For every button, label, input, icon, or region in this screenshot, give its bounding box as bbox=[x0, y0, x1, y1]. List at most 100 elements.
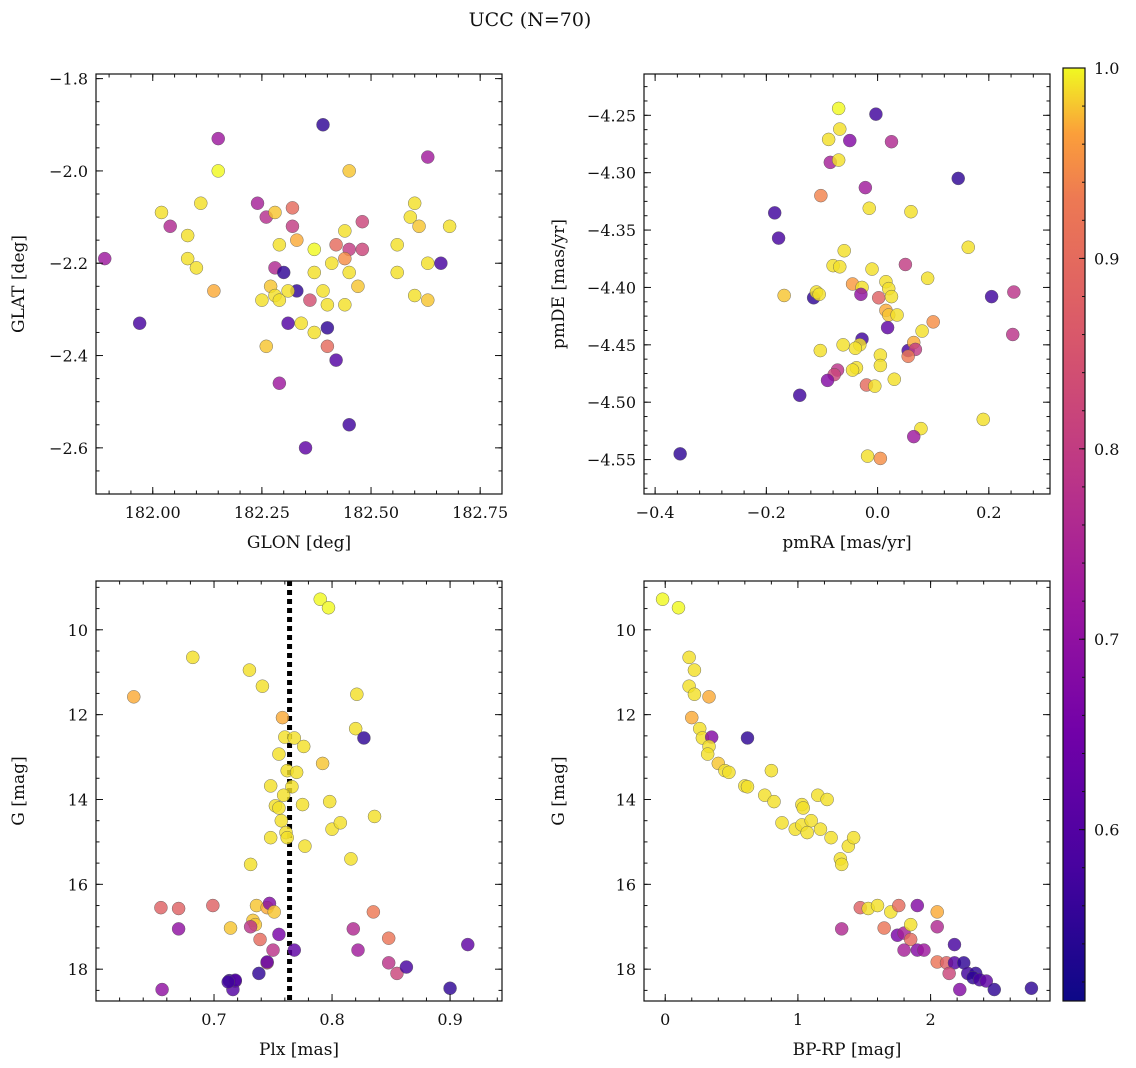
colorbar-tick-label: 0.8 bbox=[1094, 440, 1119, 459]
scatter-point bbox=[290, 233, 304, 247]
colorbar-tick-label: 0.6 bbox=[1094, 821, 1119, 840]
axes-frame bbox=[643, 73, 1051, 495]
scatter-point bbox=[260, 955, 274, 969]
scatter-point bbox=[901, 349, 915, 363]
scatter-point bbox=[421, 150, 435, 164]
scatter-point bbox=[854, 287, 868, 302]
x-tick-label: 0 bbox=[660, 1010, 670, 1029]
scatter-point bbox=[407, 196, 422, 210]
scatter-point bbox=[307, 265, 321, 280]
y-tick-label: −2.6 bbox=[49, 439, 88, 458]
y-axis-label: G [mag] bbox=[9, 756, 29, 825]
scatter-point bbox=[682, 650, 696, 665]
scatter-point bbox=[180, 228, 195, 243]
y-tick-label: 12 bbox=[68, 706, 88, 725]
scatter-point bbox=[272, 927, 286, 942]
scatter-point bbox=[1006, 327, 1020, 342]
y-tick-label: 14 bbox=[68, 790, 88, 809]
y-axis-label: pmDE [mas/yr] bbox=[549, 219, 569, 349]
scatter-point bbox=[775, 816, 789, 830]
scatter-point bbox=[295, 797, 310, 812]
scatter-point bbox=[263, 779, 278, 793]
scatter-point bbox=[298, 839, 312, 853]
scatter-point bbox=[252, 966, 266, 981]
scatter-point bbox=[333, 816, 348, 830]
scatter-point bbox=[421, 256, 435, 270]
scatter-point bbox=[221, 975, 235, 989]
scatter-point bbox=[242, 663, 257, 677]
scatter-point bbox=[154, 205, 169, 220]
scatter-point bbox=[390, 265, 404, 280]
scatter-point bbox=[316, 284, 330, 298]
scatter-point bbox=[442, 219, 457, 234]
scatter-point bbox=[281, 284, 295, 298]
x-tick-label: 182.50 bbox=[343, 503, 399, 522]
scatter-point bbox=[862, 201, 876, 215]
scatter-point bbox=[180, 251, 195, 266]
scatter-point bbox=[870, 898, 885, 913]
scatter-point bbox=[407, 288, 422, 303]
scatter-point bbox=[303, 293, 317, 307]
scatter-point bbox=[846, 830, 861, 845]
scatter-point bbox=[873, 358, 888, 373]
scatter-point bbox=[831, 101, 846, 116]
colorbar-frame bbox=[1062, 67, 1086, 1002]
scatter-point bbox=[207, 284, 221, 298]
scatter-point bbox=[813, 343, 828, 358]
scatter-point bbox=[320, 339, 335, 354]
scatter-point bbox=[355, 242, 370, 257]
scatter-point bbox=[325, 256, 339, 270]
scatter-point bbox=[298, 441, 313, 455]
scatter-point bbox=[461, 937, 475, 952]
scatter-point bbox=[243, 920, 258, 934]
x-axis-label: GLON [deg] bbox=[247, 533, 351, 553]
scatter-point bbox=[211, 164, 225, 178]
scatter-point bbox=[322, 794, 337, 809]
scatter-point bbox=[858, 180, 873, 195]
scatter-point bbox=[329, 353, 343, 367]
x-tick-label: 182.00 bbox=[125, 503, 181, 522]
scatter-point bbox=[342, 265, 356, 280]
scatter-point bbox=[274, 813, 288, 828]
scatter-point bbox=[907, 429, 921, 444]
scatter-point bbox=[294, 316, 308, 330]
scatter-point bbox=[872, 291, 886, 305]
scatter-point bbox=[266, 943, 280, 957]
scatter-point bbox=[843, 133, 857, 148]
x-tick-label: −0.4 bbox=[636, 503, 675, 522]
scatter-point bbox=[700, 747, 715, 761]
scatter-point bbox=[987, 982, 1001, 997]
colorbar: 1.0 0.9 0.8 0.7 0.6 bbox=[1062, 59, 1119, 1002]
scatter-point bbox=[890, 308, 904, 322]
scatter-point bbox=[342, 164, 356, 178]
x-tick-label: 182.75 bbox=[452, 503, 508, 522]
scatter-point bbox=[272, 801, 286, 815]
scatter-point bbox=[976, 412, 990, 427]
scatter-point bbox=[338, 224, 352, 238]
y-tick-label: −4.50 bbox=[587, 393, 636, 412]
scatter-point bbox=[824, 830, 838, 845]
scatter-point bbox=[127, 690, 141, 704]
scatter-point bbox=[796, 801, 810, 815]
scatter-point bbox=[820, 792, 834, 807]
scatter-point bbox=[412, 219, 426, 234]
scatter-point bbox=[381, 931, 396, 945]
scatter-point bbox=[740, 780, 755, 794]
scatter-point bbox=[926, 315, 940, 329]
scatter-point bbox=[812, 287, 826, 302]
scatter-point bbox=[845, 363, 860, 377]
scatter-point bbox=[831, 153, 846, 167]
scatter-point bbox=[211, 131, 225, 146]
scatter-point bbox=[848, 341, 863, 355]
scatter-point bbox=[903, 917, 918, 932]
scatter-point bbox=[243, 857, 258, 872]
points-group bbox=[127, 581, 475, 1001]
scatter-point bbox=[223, 921, 238, 935]
y-tick-label: 10 bbox=[616, 621, 636, 640]
scatter-point bbox=[390, 238, 404, 252]
scatter-point bbox=[947, 937, 962, 952]
scatter-point bbox=[381, 956, 396, 970]
scatter-point bbox=[171, 922, 186, 936]
scatter-point bbox=[366, 905, 381, 919]
scatter-point bbox=[930, 920, 944, 934]
